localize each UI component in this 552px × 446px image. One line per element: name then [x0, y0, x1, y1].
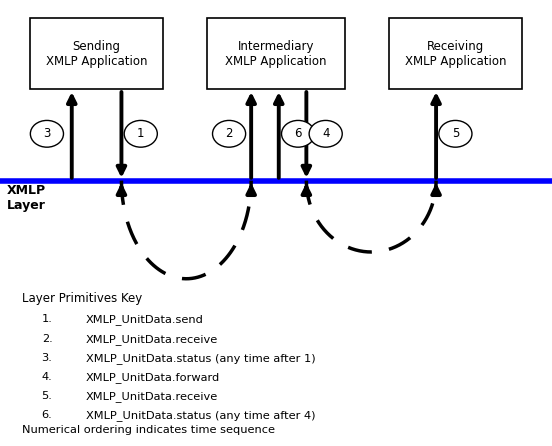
Text: 3.: 3. [41, 353, 52, 363]
Circle shape [213, 120, 246, 147]
Text: XMLP_UnitData.status (any time after 1): XMLP_UnitData.status (any time after 1) [86, 353, 315, 363]
Text: XMLP_UnitData.receive: XMLP_UnitData.receive [86, 334, 218, 344]
Text: XMLP_UnitData.send: XMLP_UnitData.send [86, 314, 204, 325]
Circle shape [309, 120, 342, 147]
Circle shape [124, 120, 157, 147]
Text: XMLP_UnitData.forward: XMLP_UnitData.forward [86, 372, 220, 383]
FancyBboxPatch shape [30, 18, 163, 89]
Text: 4: 4 [322, 127, 330, 140]
Text: 5.: 5. [41, 391, 52, 401]
Text: 6: 6 [294, 127, 302, 140]
Text: 2.: 2. [42, 334, 52, 343]
Text: 2: 2 [225, 127, 233, 140]
Text: Receiving
XMLP Application: Receiving XMLP Application [405, 40, 506, 67]
Text: 6.: 6. [42, 410, 52, 420]
Circle shape [30, 120, 63, 147]
FancyBboxPatch shape [207, 18, 345, 89]
Text: XMLP_UnitData.receive: XMLP_UnitData.receive [86, 391, 218, 402]
Text: XMLP
Layer: XMLP Layer [7, 185, 46, 212]
Text: Layer Primitives Key: Layer Primitives Key [22, 292, 142, 305]
Text: 1: 1 [137, 127, 145, 140]
FancyBboxPatch shape [389, 18, 522, 89]
Text: 3: 3 [43, 127, 51, 140]
Circle shape [282, 120, 315, 147]
Text: 5: 5 [452, 127, 459, 140]
Circle shape [439, 120, 472, 147]
Text: Sending
XMLP Application: Sending XMLP Application [46, 40, 147, 67]
Text: 4.: 4. [42, 372, 52, 382]
Text: XMLP_UnitData.status (any time after 4): XMLP_UnitData.status (any time after 4) [86, 410, 315, 421]
Text: Intermediary
XMLP Application: Intermediary XMLP Application [225, 40, 327, 67]
Text: 1.: 1. [41, 314, 52, 324]
Text: Numerical ordering indicates time sequence: Numerical ordering indicates time sequen… [22, 425, 275, 435]
